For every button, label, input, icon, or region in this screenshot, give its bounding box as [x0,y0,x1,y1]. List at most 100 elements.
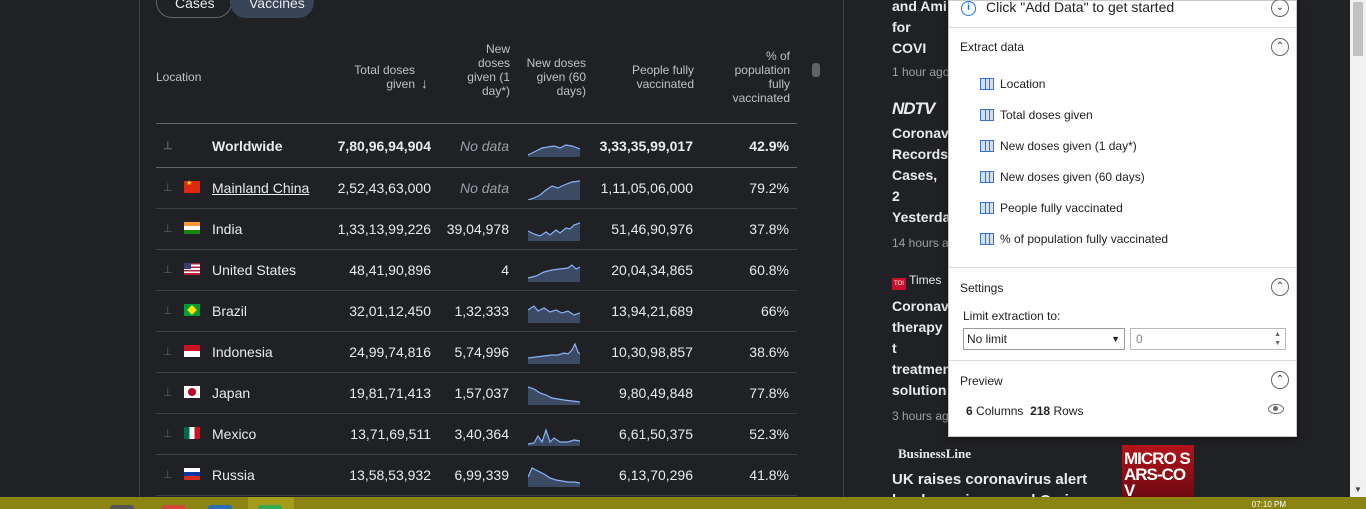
row-people-fully-vaccinated: 1,11,05,06,000 [600,180,693,196]
extract-column-label: % of population fully vaccinated [1000,232,1169,246]
row-total-doses: 13,58,53,932 [349,467,431,483]
chevron-up-icon[interactable]: ⌃ [1271,278,1289,296]
pin-icon[interactable]: ⊥ [163,387,173,399]
row-total-doses: 13,71,69,511 [350,426,431,442]
pin-icon[interactable]: ⊥ [163,469,173,481]
row-location: Japan [212,385,251,401]
preview-columns-label: Columns [976,404,1024,418]
table-row[interactable]: ⊥ United States 48,41,90,896 4 20,04,34,865 6… [156,250,797,291]
row-percent-fully-vaccinated: 66% [760,303,789,319]
table-row[interactable]: ⊥ Brazil 32,01,12,450 1,32,333 13,94,21,689 6… [156,291,797,332]
pin-icon[interactable]: ⊥ [163,428,173,440]
row-percent-fully-vaccinated: 37.8% [749,221,789,237]
header-total-doses[interactable]: Total doses given ↓ [324,63,428,91]
pin-icon[interactable]: ⊥ [163,182,173,194]
table-row[interactable]: ⊥ Russia 13,58,53,932 6,99,339 6,13,70,296 41… [156,455,797,496]
extract-column-item[interactable]: People fully vaccinated [980,201,1123,217]
limit-number-input[interactable]: 0 ▲ ▼ [1130,328,1286,350]
preview-row-count: 218 [1030,404,1051,418]
extract-column-item[interactable]: Location [980,77,1045,93]
pin-icon[interactable]: ⊥ [163,264,173,276]
header-new-doses-60-days[interactable]: New doses given (60 days) [526,56,586,98]
extract-column-item[interactable]: New doses given (1 day*) [980,139,1137,155]
taskbar-clock[interactable]: 07:10 PM [1251,500,1286,509]
sparkline-60-days [528,144,580,157]
row-people-fully-vaccinated: 10,30,98,857 [611,344,693,360]
limit-select[interactable]: No limit ▼ [963,328,1125,350]
row-location: Worldwide [212,138,283,154]
taskbar-app-icon[interactable] [162,505,186,509]
row-new-doses-1-day: 3,40,364 [454,426,510,442]
info-icon: i [961,1,976,16]
news-item-2[interactable]: NDTV Coronav Records Cases, 2 Yesterda 1… [892,99,950,250]
table-header: Location Total doses given ↓ New doses gi… [156,38,797,124]
table-scroll-handle[interactable] [812,63,820,77]
row-total-doses: 48,41,90,896 [349,262,431,278]
row-people-fully-vaccinated: 3,33,35,99,017 [599,138,693,154]
toi-logo-icon: TOI [892,278,906,290]
row-new-doses-1-day: 5,74,996 [454,344,510,360]
column-icon [980,171,994,183]
row-percent-fully-vaccinated: 79.2% [749,180,789,196]
table-row[interactable]: ⊥ India 1,33,13,99,226 39,04,978 51,46,90,97… [156,209,797,250]
tab-cases[interactable]: Cases [156,0,232,18]
table-row[interactable]: ⊥ Worldwide 7,80,96,94,904 No data 3,33,35,9… [156,125,797,168]
news-item-3[interactable]: TOI Times Coronav therapy t treatmen sol… [892,273,951,423]
news-title: and Ami for COVI [892,0,947,56]
row-location[interactable]: Mainland China [212,180,310,196]
header-new-doses-1-day[interactable]: New doses given (1 day*) [467,42,510,98]
extract-column-label: New doses given (60 days) [1000,170,1145,184]
pin-icon[interactable]: ⊥ [163,140,173,152]
news-item-1[interactable]: and Ami for COVI 1 hour ago [892,0,949,79]
row-new-doses-1-day: No data [459,138,509,154]
spinner-arrows-icon[interactable]: ▲ ▼ [1274,331,1281,347]
row-total-doses: 2,52,43,63,000 [337,180,431,196]
news-thumbnail[interactable]: MICRO SARS-COV [1122,445,1194,497]
extract-column-item[interactable]: Total doses given [980,108,1093,124]
sparkline-60-days [528,428,580,446]
table-row[interactable]: ⊥ Indonesia 24,99,74,816 5,74,996 10,30,98,8… [156,332,797,373]
row-location: Indonesia [212,344,273,360]
row-total-doses: 19,81,71,413 [349,385,431,401]
row-location: India [212,221,243,237]
pin-icon[interactable]: ⊥ [163,346,173,358]
extract-column-label: New doses given (1 day*) [1000,139,1137,153]
extract-data-title: Extract data [960,40,1025,54]
header-people-fully-vaccinated[interactable]: People fully vaccinated [631,63,694,91]
row-total-doses: 1,33,13,99,226 [337,221,431,237]
chevron-up-icon[interactable]: ⌃ [1271,371,1289,389]
taskbar-app-icon[interactable] [208,505,232,509]
header-percent-fully-vaccinated[interactable]: % of population fully vaccinated [732,49,790,105]
page-scrollbar[interactable]: ▼ [1350,0,1366,497]
sparkline-60-days [528,342,580,364]
row-percent-fully-vaccinated: 77.8% [749,385,789,401]
row-percent-fully-vaccinated: 42.9% [749,138,789,154]
table-row[interactable]: ⊥ Mainland China 2,52,43,63,000 No data 1,11… [156,168,797,209]
extract-data-section: Extract data ⌃ Location Total doses given… [949,29,1296,268]
chevron-down-icon[interactable]: ⌄ [1271,0,1289,17]
extract-column-item[interactable]: % of population fully vaccinated [980,232,1168,248]
row-people-fully-vaccinated: 13,94,21,689 [611,303,693,319]
preview-section: Preview ⌃ 6 Columns 218 Rows [949,362,1296,437]
row-percent-fully-vaccinated: 41.8% [749,467,789,483]
table-row[interactable]: ⊥ Mexico 13,71,69,511 3,40,364 6,61,50,375 52… [156,414,797,455]
sparkline-60-days [528,386,580,405]
table-row[interactable]: ⊥ Japan 19,81,71,413 1,57,037 9,80,49,848 77.… [156,373,797,414]
scroll-down-arrow-icon[interactable]: ▼ [1354,485,1362,494]
extract-column-item[interactable]: New doses given (60 days) [980,170,1145,186]
taskbar-app-icon[interactable] [110,505,134,509]
info-text: Click "Add Data" to get started [986,0,1175,15]
row-percent-fully-vaccinated: 52.3% [749,426,789,442]
row-people-fully-vaccinated: 6,61,50,375 [619,426,693,442]
header-location[interactable]: Location [156,70,202,84]
pin-icon[interactable]: ⊥ [163,305,173,317]
row-total-doses: 32,01,12,450 [349,303,431,319]
tab-vaccines[interactable]: Vaccines [230,0,314,18]
pin-icon[interactable]: ⊥ [163,223,173,235]
scrollbar-thumb[interactable] [1353,2,1363,56]
taskbar-chrome-icon[interactable] [258,505,282,509]
column-icon [980,78,994,90]
chevron-up-icon[interactable]: ⌃ [1271,38,1289,56]
eye-icon[interactable] [1268,404,1284,414]
us-flag-icon [184,263,200,275]
